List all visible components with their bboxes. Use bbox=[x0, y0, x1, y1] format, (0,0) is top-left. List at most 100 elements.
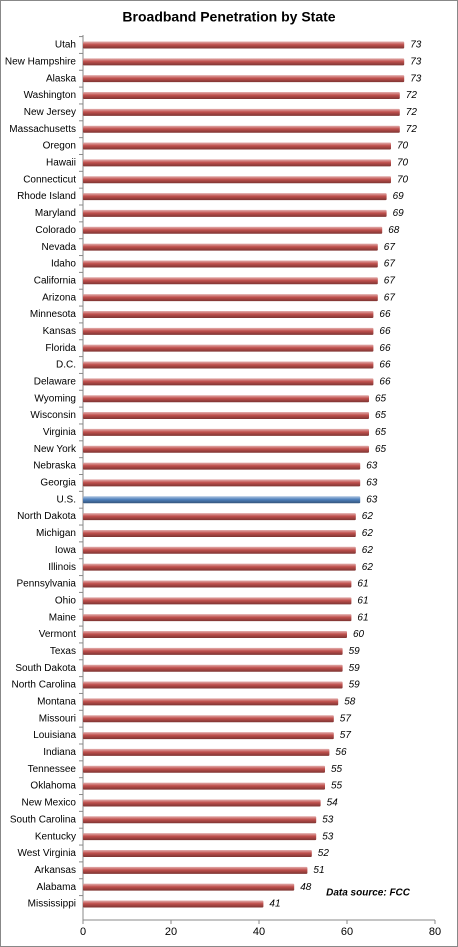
value-label: 69 bbox=[393, 191, 405, 202]
y-tick-label: Illinois bbox=[48, 562, 76, 573]
y-tick-label: South Dakota bbox=[15, 663, 76, 674]
value-label: 67 bbox=[384, 292, 396, 303]
x-tick-label: 20 bbox=[165, 926, 177, 938]
annotation: Data source: FCC bbox=[326, 888, 411, 899]
value-label: 65 bbox=[375, 427, 387, 438]
y-tick-label: Louisiana bbox=[33, 730, 76, 741]
y-tick-label: Wisconsin bbox=[30, 410, 76, 421]
bar bbox=[83, 496, 361, 504]
bar bbox=[83, 209, 387, 217]
value-label: 58 bbox=[344, 697, 356, 708]
value-label: 48 bbox=[300, 882, 312, 893]
value-label: 57 bbox=[340, 730, 352, 741]
y-tick-label: Florida bbox=[45, 343, 76, 354]
value-label: 63 bbox=[366, 494, 378, 505]
y-tick-label: U.S. bbox=[57, 494, 76, 505]
y-tick-label: Oregon bbox=[43, 141, 76, 152]
bar bbox=[83, 479, 361, 487]
y-tick-label: Minnesota bbox=[30, 309, 77, 320]
bar bbox=[83, 58, 405, 66]
bar bbox=[83, 445, 369, 453]
bar bbox=[83, 849, 312, 857]
y-tick-label: Nevada bbox=[42, 242, 77, 253]
bar bbox=[83, 580, 352, 588]
bar bbox=[83, 782, 325, 790]
value-label: 59 bbox=[349, 680, 361, 691]
y-tick-label: Oklahoma bbox=[30, 781, 76, 792]
y-tick-label: Iowa bbox=[55, 545, 77, 556]
bar bbox=[83, 698, 339, 706]
bar bbox=[83, 75, 405, 83]
value-label: 65 bbox=[375, 410, 387, 421]
value-label: 70 bbox=[397, 158, 409, 169]
bar bbox=[83, 428, 369, 436]
value-label: 66 bbox=[379, 326, 391, 337]
value-label: 53 bbox=[322, 831, 334, 842]
bar bbox=[83, 395, 369, 403]
y-tick-label: Indiana bbox=[43, 747, 76, 758]
value-label: 62 bbox=[362, 511, 374, 522]
bar bbox=[83, 378, 374, 386]
y-tick-label: Michigan bbox=[36, 528, 76, 539]
bar bbox=[83, 866, 308, 874]
y-tick-label: Alaska bbox=[46, 73, 76, 84]
y-tick-label: Alabama bbox=[37, 882, 77, 893]
bar bbox=[83, 92, 400, 100]
value-label: 59 bbox=[349, 663, 361, 674]
value-label: 60 bbox=[353, 629, 365, 640]
bar bbox=[83, 816, 317, 824]
value-label: 72 bbox=[406, 107, 418, 118]
bar bbox=[83, 310, 374, 318]
value-label: 68 bbox=[388, 225, 400, 236]
y-tick-label: Nebraska bbox=[33, 461, 76, 472]
value-label: 62 bbox=[362, 528, 374, 539]
value-label: 66 bbox=[379, 309, 391, 320]
value-label: 66 bbox=[379, 343, 391, 354]
bar bbox=[83, 513, 356, 521]
y-tick-label: West Virginia bbox=[17, 848, 76, 859]
value-label: 55 bbox=[331, 764, 343, 775]
value-label: 73 bbox=[410, 56, 422, 67]
value-label: 52 bbox=[318, 848, 330, 859]
bar bbox=[83, 462, 361, 470]
bar bbox=[83, 681, 343, 689]
y-tick-label: Maryland bbox=[35, 208, 76, 219]
bar bbox=[83, 664, 343, 672]
value-label: 61 bbox=[357, 612, 368, 623]
y-tick-label: New Hampshire bbox=[5, 56, 77, 67]
bar bbox=[83, 142, 391, 150]
bar bbox=[83, 563, 356, 571]
chart-title: Broadband Penetration by State bbox=[122, 9, 335, 25]
y-tick-label: North Dakota bbox=[17, 511, 76, 522]
y-tick-label: Delaware bbox=[34, 377, 77, 388]
y-tick-label: Montana bbox=[37, 697, 76, 708]
y-tick-label: New Jersey bbox=[24, 107, 76, 118]
bar bbox=[83, 361, 374, 369]
value-label: 70 bbox=[397, 174, 409, 185]
y-tick-label: Wyoming bbox=[34, 393, 76, 404]
value-label: 41 bbox=[269, 899, 280, 910]
y-tick-label: Mississippi bbox=[28, 899, 76, 910]
y-tick-label: Maine bbox=[49, 612, 77, 623]
value-label: 63 bbox=[366, 478, 378, 489]
y-tick-label: Arizona bbox=[42, 292, 76, 303]
x-tick-label: 60 bbox=[341, 926, 353, 938]
bar bbox=[83, 243, 378, 251]
y-tick-label: Tennessee bbox=[28, 764, 77, 775]
bar bbox=[83, 529, 356, 537]
bar bbox=[83, 260, 378, 268]
y-tick-label: New Mexico bbox=[22, 798, 77, 809]
bar bbox=[83, 108, 400, 116]
bar bbox=[83, 883, 295, 891]
bar bbox=[83, 294, 378, 302]
value-label: 70 bbox=[397, 141, 409, 152]
value-label: 67 bbox=[384, 242, 396, 253]
bar bbox=[83, 833, 317, 841]
y-tick-label: California bbox=[34, 275, 77, 286]
bar bbox=[83, 193, 387, 201]
y-tick-label: Kansas bbox=[43, 326, 76, 337]
y-tick-label: Missouri bbox=[39, 713, 76, 724]
y-tick-label: Connecticut bbox=[23, 174, 76, 185]
value-label: 66 bbox=[379, 377, 391, 388]
y-tick-label: Virginia bbox=[43, 427, 77, 438]
